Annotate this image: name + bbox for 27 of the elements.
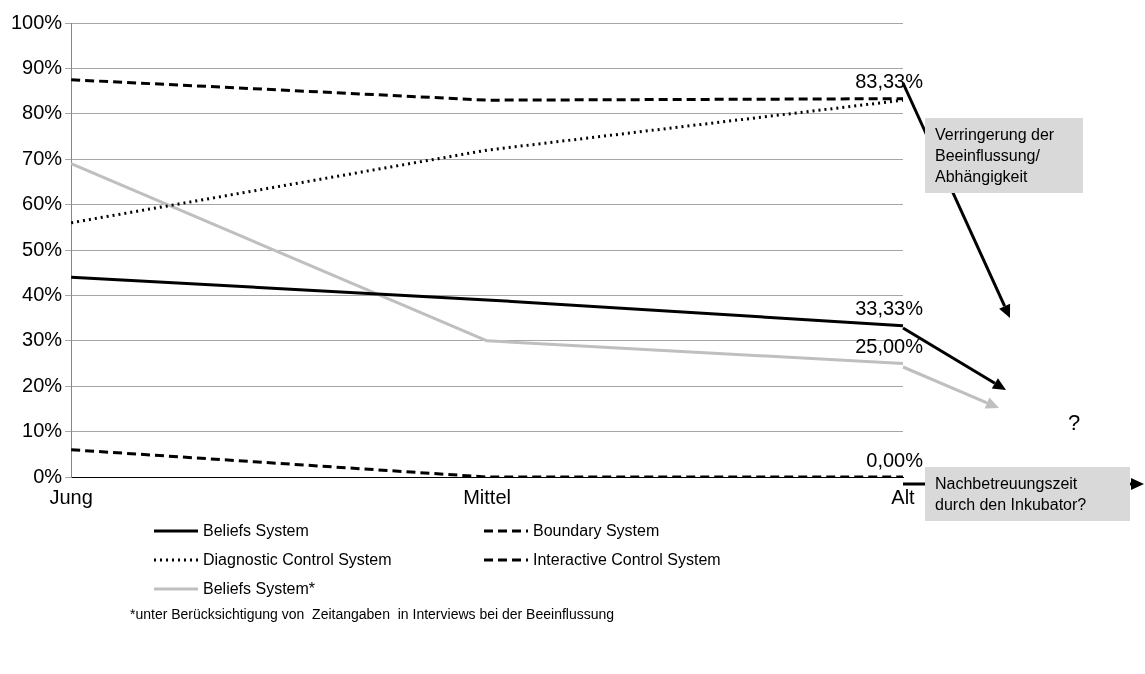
data-label: 83,33% — [855, 70, 924, 93]
y-tick-label: 30% — [22, 328, 63, 351]
data-label: 0,00% — [866, 448, 924, 471]
y-tick-label: 10% — [22, 419, 63, 442]
y-tick-label: 90% — [22, 55, 63, 78]
y-tick-label: 40% — [22, 282, 63, 305]
text: Nachbetreuungszeit durch den Inkubator? — [925, 467, 1130, 521]
text: *unter Berücksichtigung von Zeitangaben in Interviews bei der Beeinflussung — [130, 606, 616, 622]
legend-label: Interactive Control System — [533, 550, 721, 569]
legend-label: Beliefs System — [203, 521, 309, 540]
legend-label: Boundary System — [533, 521, 660, 540]
y-tick-label: 20% — [22, 373, 63, 396]
data-label: 33,33% — [855, 297, 924, 320]
legend-label: Diagnostic Control System — [203, 550, 392, 569]
legend-label: Beliefs System* — [203, 579, 316, 598]
y-tick-label: 50% — [22, 237, 63, 260]
x-tick-label: Jung — [49, 485, 93, 508]
y-tick-label: 100% — [11, 10, 63, 33]
y-tick-label: 60% — [22, 192, 63, 215]
text: ? — [1068, 410, 1081, 436]
text: Verringerung der Beeinflussung/ Abhängigkeit — [925, 118, 1083, 193]
data-label: 25,00% — [855, 335, 924, 358]
x-tick-label: Mittel — [463, 485, 511, 508]
y-tick-label: 70% — [22, 146, 63, 169]
y-tick-label: 0% — [33, 464, 63, 487]
y-tick-label: 80% — [22, 101, 63, 124]
x-tick-label: Alt — [891, 485, 916, 508]
